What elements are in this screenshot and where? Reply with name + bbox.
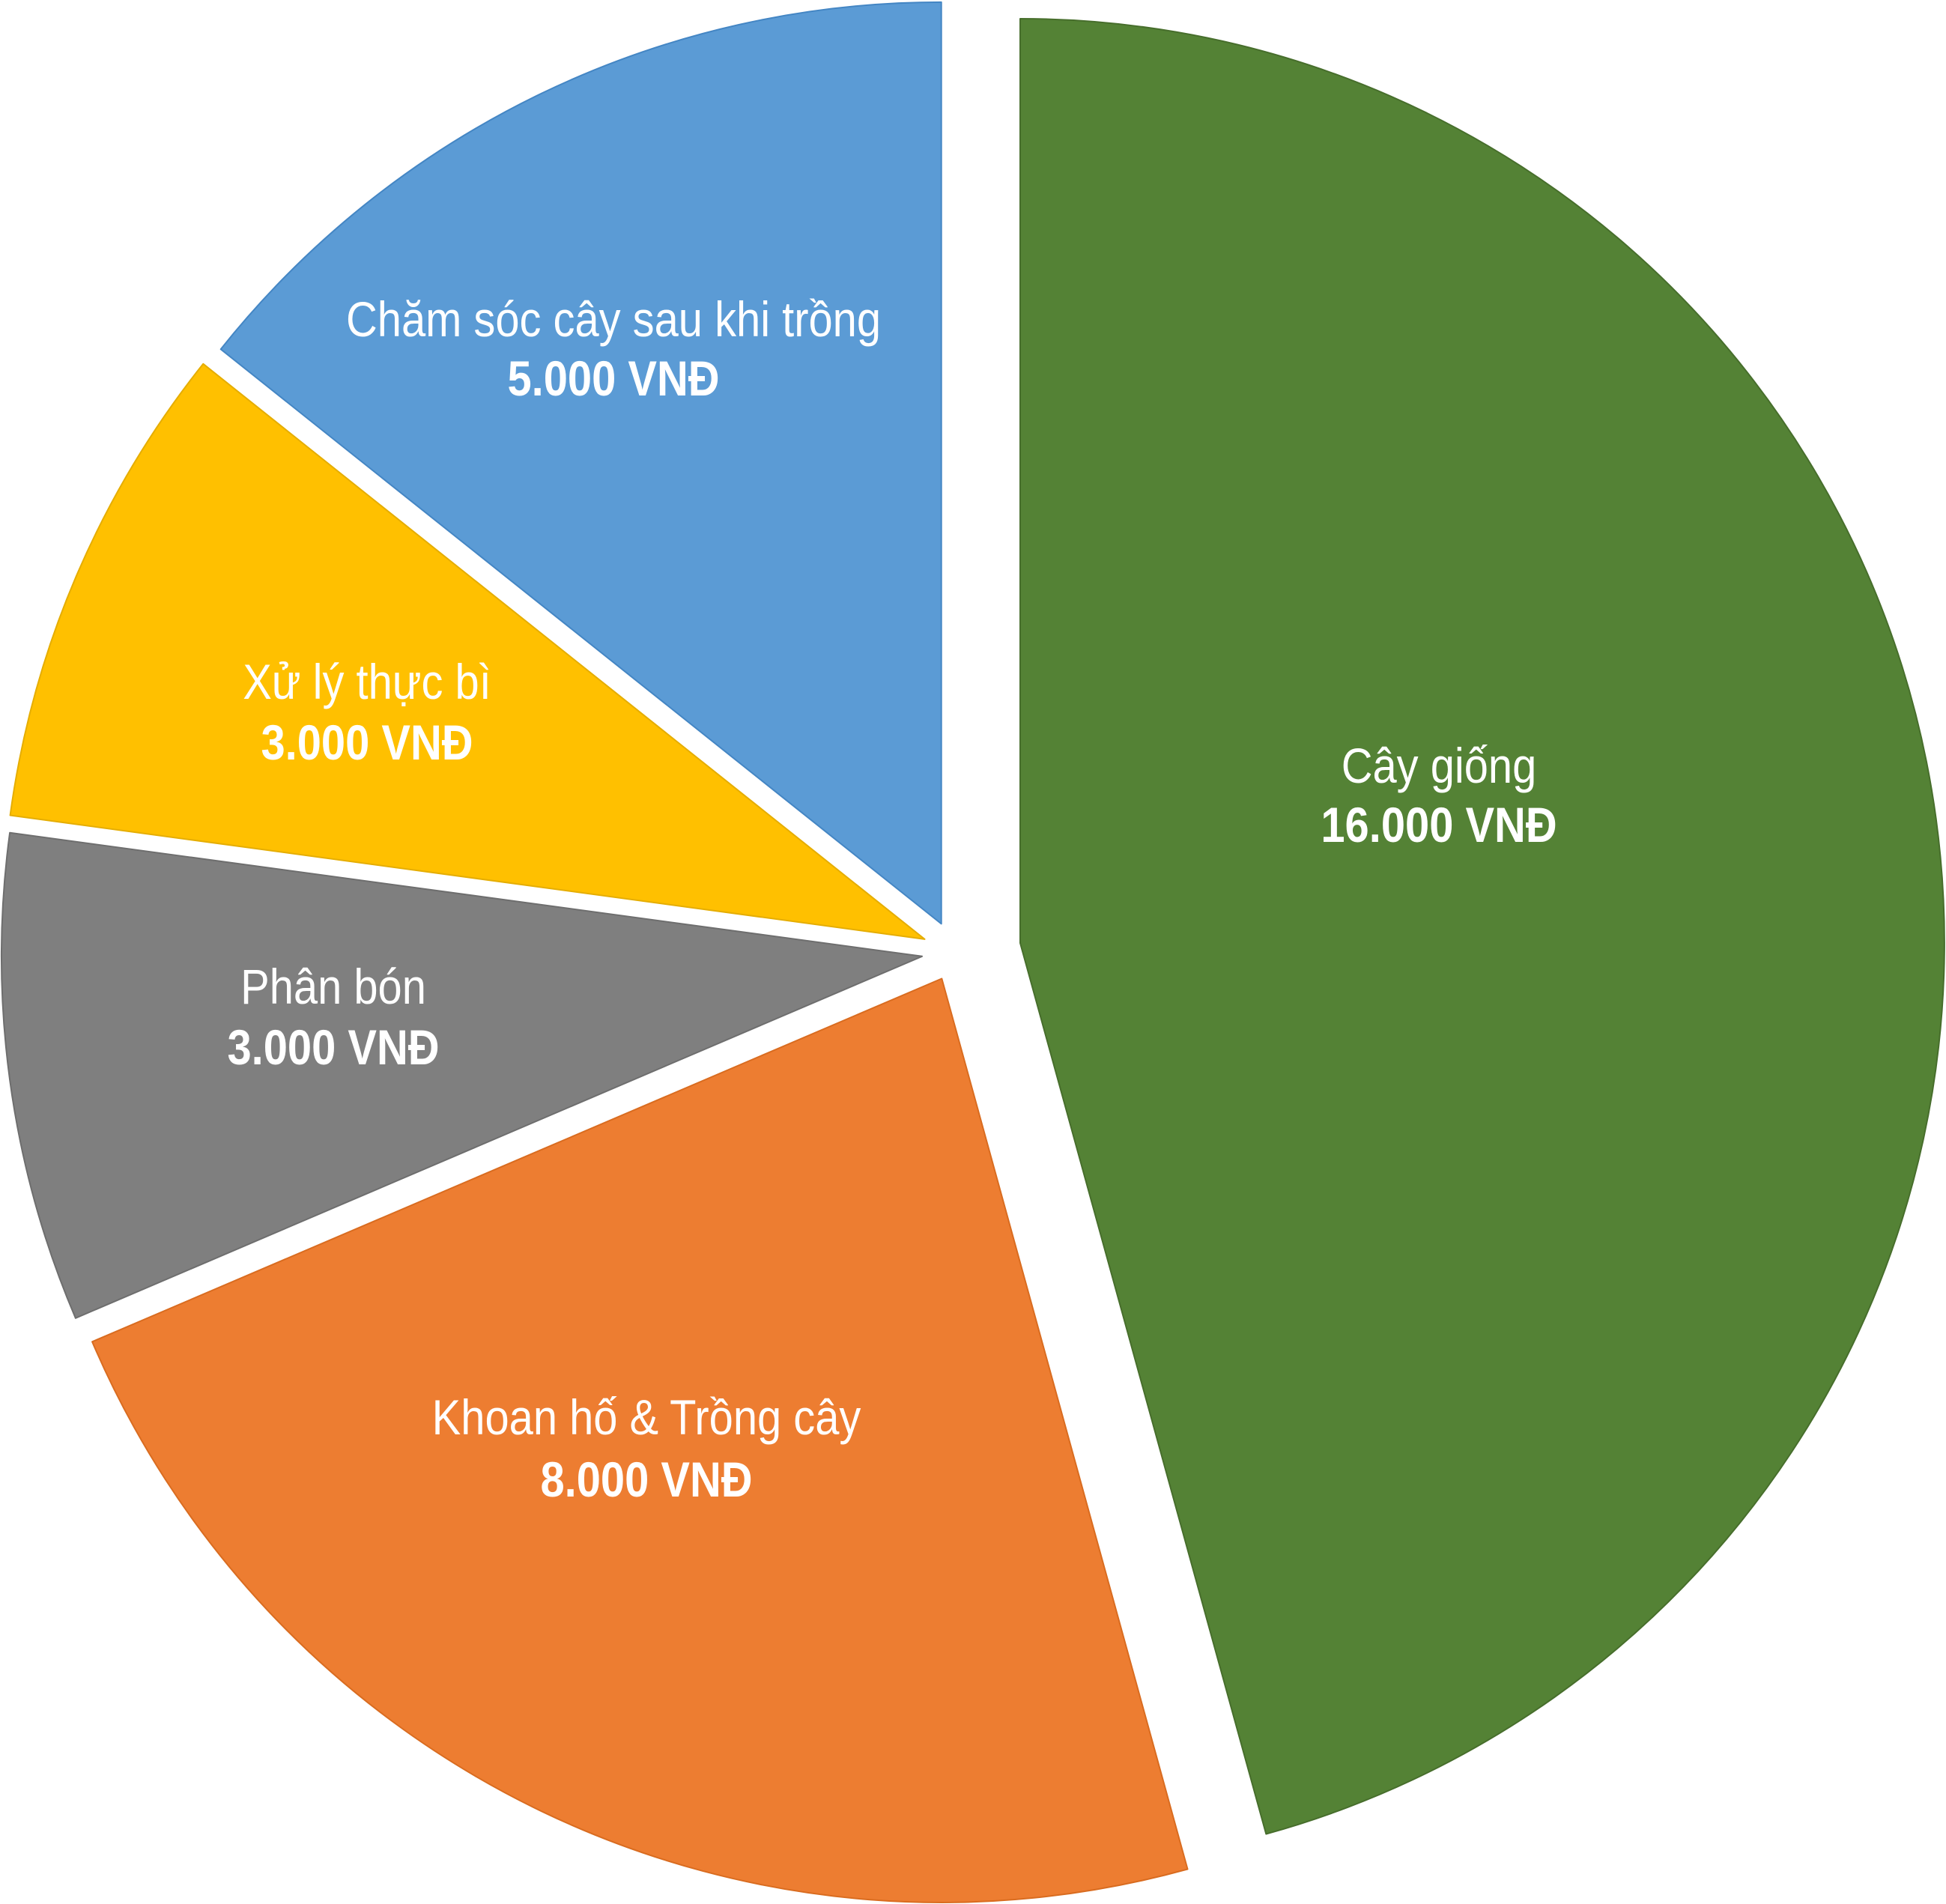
svg-text:Phân bón: Phân bón bbox=[240, 960, 426, 1015]
svg-text:Cây giống: Cây giống bbox=[1342, 739, 1537, 794]
svg-text:Xử lý thực bì: Xử lý thực bì bbox=[243, 655, 491, 710]
svg-text:3.000 VNĐ: 3.000 VNĐ bbox=[227, 1021, 439, 1076]
svg-text:Khoan hố & Trồng cây: Khoan hố & Trồng cây bbox=[432, 1391, 861, 1446]
svg-text:5.000 VNĐ: 5.000 VNĐ bbox=[507, 352, 719, 407]
svg-text:8.000 VNĐ: 8.000 VNĐ bbox=[540, 1453, 752, 1508]
svg-text:Chăm sóc cây sau khi trồng: Chăm sóc cây sau khi trồng bbox=[346, 293, 881, 348]
svg-text:16.000 VNĐ: 16.000 VNĐ bbox=[1321, 798, 1557, 853]
svg-text:3.000 VNĐ: 3.000 VNĐ bbox=[261, 716, 473, 771]
